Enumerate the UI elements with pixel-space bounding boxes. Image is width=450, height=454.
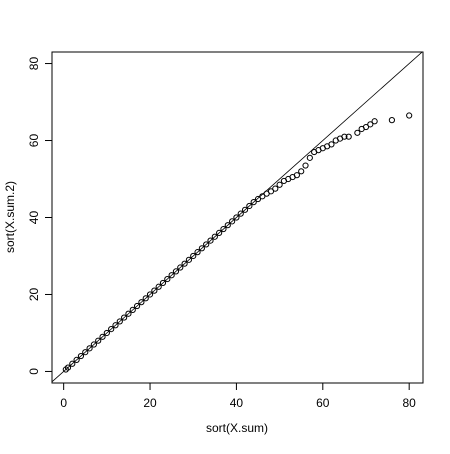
point <box>69 360 76 367</box>
point <box>164 275 171 283</box>
point <box>108 326 115 333</box>
point <box>259 193 266 200</box>
point <box>298 168 305 175</box>
point <box>207 237 214 244</box>
point <box>185 256 193 263</box>
point <box>237 210 244 217</box>
point <box>203 241 210 248</box>
point <box>406 112 413 119</box>
point <box>362 123 370 131</box>
point <box>250 199 257 206</box>
point <box>328 141 335 148</box>
point <box>133 302 141 310</box>
y-tick-label: 60 <box>27 134 41 148</box>
point <box>86 345 93 352</box>
point <box>229 218 236 225</box>
point <box>142 295 149 302</box>
point <box>211 233 218 240</box>
point <box>121 314 128 321</box>
point <box>177 264 184 271</box>
point <box>190 252 197 260</box>
point <box>90 341 97 348</box>
point <box>151 287 158 294</box>
point <box>367 121 374 128</box>
point <box>354 129 361 136</box>
y-tick-label: 40 <box>27 211 41 225</box>
y-tick-label: 0 <box>27 368 41 375</box>
point <box>246 202 253 210</box>
point <box>95 337 102 344</box>
point <box>181 260 188 267</box>
point <box>103 329 110 337</box>
x-axis-label: sort(X.sum) <box>206 421 268 435</box>
point <box>198 245 205 252</box>
point <box>138 299 145 306</box>
point <box>82 349 89 356</box>
x-tick-label: 60 <box>316 396 330 410</box>
point <box>99 333 106 340</box>
point <box>293 172 300 179</box>
point <box>146 291 154 298</box>
point <box>116 318 123 325</box>
point <box>216 229 223 236</box>
point <box>224 222 231 229</box>
point <box>345 133 352 140</box>
point <box>388 117 396 124</box>
point <box>276 181 283 188</box>
y-axis-label: sort(X.sum.2) <box>3 181 17 253</box>
point <box>73 356 80 364</box>
y-tick-label: 20 <box>27 287 41 301</box>
point <box>172 268 180 275</box>
point <box>302 162 309 169</box>
plot-box <box>51 51 424 384</box>
x-tick-label: 40 <box>230 396 244 410</box>
point <box>233 214 240 221</box>
x-tick-label: 20 <box>143 396 157 410</box>
point <box>220 225 227 233</box>
point <box>241 206 249 213</box>
point <box>371 118 378 125</box>
point <box>168 272 175 279</box>
point <box>129 306 136 313</box>
point <box>267 188 275 195</box>
point <box>77 352 85 360</box>
x-tick-label: 80 <box>402 396 416 410</box>
point <box>194 249 201 256</box>
point <box>272 185 279 192</box>
y-tick-label: 80 <box>27 57 41 71</box>
point <box>341 133 348 140</box>
point <box>254 195 262 203</box>
point <box>306 154 313 161</box>
reference-line <box>52 52 423 383</box>
point <box>125 310 132 317</box>
x-tick-label: 0 <box>60 396 67 410</box>
point <box>112 322 119 329</box>
point <box>155 283 162 290</box>
point <box>159 279 167 287</box>
point <box>64 364 72 371</box>
